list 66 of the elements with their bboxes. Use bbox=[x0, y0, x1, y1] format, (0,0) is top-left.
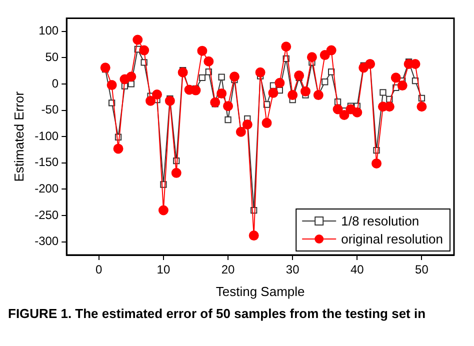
point bbox=[146, 96, 156, 106]
point bbox=[223, 101, 234, 112]
point bbox=[281, 42, 292, 52]
point bbox=[294, 70, 304, 81]
y-tick-label: -200 bbox=[34, 182, 59, 196]
legend-label: 1/8 resolution bbox=[341, 214, 420, 229]
x-tick-label: 20 bbox=[221, 262, 236, 277]
point bbox=[152, 90, 162, 100]
point bbox=[326, 45, 336, 56]
y-tick-label: -50 bbox=[41, 102, 59, 117]
y-tick-label: 100 bbox=[38, 24, 59, 38]
x-tick-label: 0 bbox=[96, 262, 103, 277]
y-axis-title: Estimated Error bbox=[11, 90, 26, 182]
point bbox=[218, 74, 225, 80]
point bbox=[248, 230, 259, 241]
point bbox=[288, 90, 298, 100]
x-tick-label: 10 bbox=[156, 262, 170, 277]
point bbox=[306, 52, 317, 62]
caption: FIGURE 1. The estimated error of 50 samples from the testing set in bbox=[8, 306, 427, 322]
point bbox=[126, 72, 136, 82]
point bbox=[320, 50, 330, 60]
point bbox=[210, 97, 220, 108]
point bbox=[197, 46, 208, 56]
point bbox=[410, 58, 420, 69]
point bbox=[390, 72, 401, 83]
point bbox=[204, 56, 214, 66]
point bbox=[106, 80, 117, 90]
point bbox=[190, 85, 201, 96]
point bbox=[372, 158, 382, 168]
y-tick-label: -150 bbox=[34, 155, 59, 170]
point bbox=[171, 168, 182, 178]
point bbox=[268, 88, 278, 98]
x-tick-label: 30 bbox=[286, 262, 300, 277]
point bbox=[128, 80, 135, 88]
point bbox=[178, 67, 188, 78]
point bbox=[198, 74, 206, 81]
point bbox=[216, 88, 227, 98]
x-tick-label: 40 bbox=[350, 262, 364, 277]
point bbox=[224, 116, 232, 124]
legend-label: original resolution bbox=[341, 232, 444, 247]
point bbox=[380, 89, 386, 96]
point bbox=[397, 80, 408, 91]
y-tick-label: -100 bbox=[34, 128, 59, 143]
point bbox=[339, 110, 350, 120]
x-tick-label: 50 bbox=[415, 262, 429, 277]
point bbox=[262, 118, 272, 128]
point bbox=[416, 102, 427, 112]
point bbox=[132, 34, 143, 45]
x-axis-title: Testing Sample bbox=[216, 284, 305, 299]
y-tick-label: 50 bbox=[45, 50, 59, 64]
point bbox=[158, 205, 168, 216]
point bbox=[300, 86, 311, 96]
point bbox=[100, 62, 110, 73]
point bbox=[242, 119, 252, 130]
point bbox=[274, 78, 285, 88]
point bbox=[113, 144, 124, 154]
point bbox=[229, 72, 240, 82]
y-tick-label: -300 bbox=[34, 234, 59, 248]
point bbox=[352, 107, 362, 118]
point bbox=[164, 96, 175, 106]
y-tick-label: 0 bbox=[52, 76, 59, 90]
point bbox=[332, 104, 343, 114]
y-tick-label: -250 bbox=[34, 208, 59, 222]
point bbox=[139, 45, 150, 56]
point bbox=[322, 78, 328, 86]
point bbox=[255, 67, 266, 78]
